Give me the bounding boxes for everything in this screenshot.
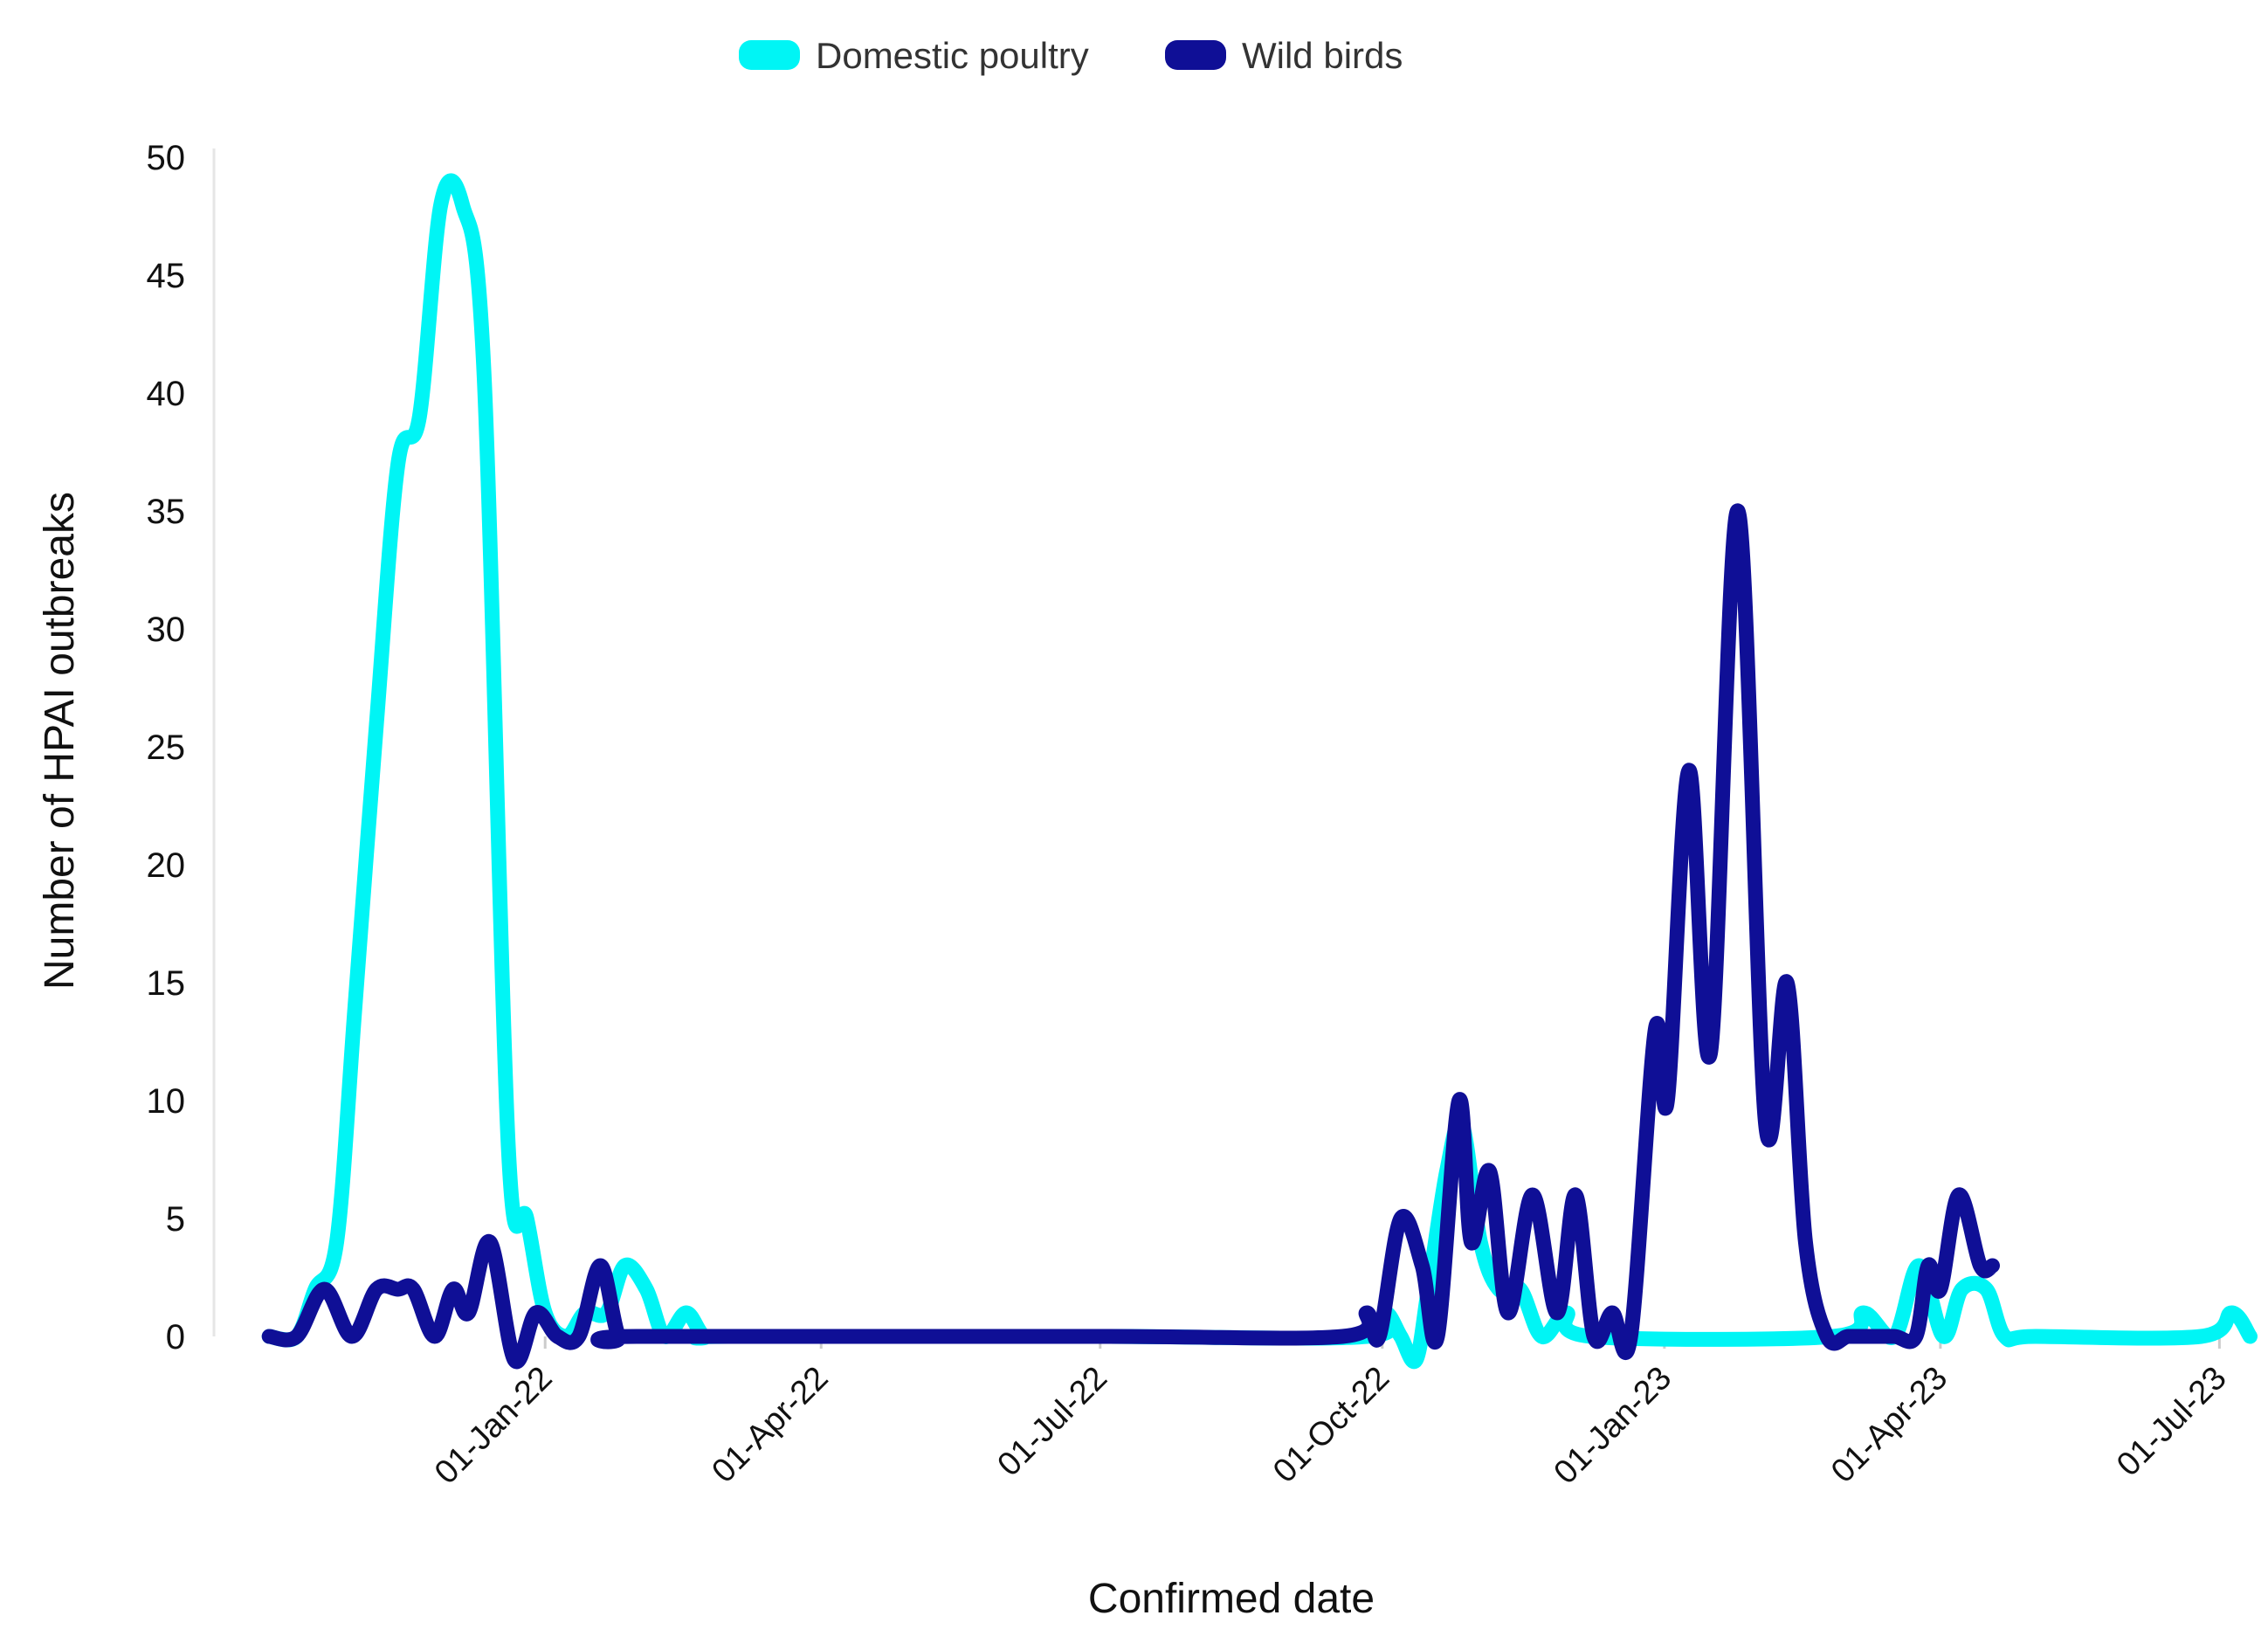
legend-label-domestic-poultry: Domestic poultry	[816, 35, 1089, 76]
x-tick-label: 01-Oct-22	[1266, 1360, 1396, 1490]
y-tick-label: 20	[147, 846, 186, 885]
x-tick-label: 01-Apr-23	[1824, 1360, 1954, 1490]
y-tick-label: 45	[147, 257, 186, 295]
x-tick-label: 01-Apr-22	[705, 1360, 835, 1490]
x-axis: 01-Jan-22 01-Apr-22 01-Jul-22 01-Oct-22 01-J…	[428, 1336, 2234, 1491]
y-tick-label: 30	[147, 611, 186, 649]
series-line-wild-birds	[261, 503, 2000, 1370]
y-tick-label: 40	[147, 375, 186, 413]
x-tick-label: 01-Jul-23	[2110, 1360, 2234, 1484]
x-axis-title: Confirmed date	[1088, 1576, 1375, 1622]
series-layer	[261, 173, 2258, 1370]
x-tick-label: 01-Jul-22	[990, 1360, 1114, 1484]
y-axis-title: Number of HPAI outbreaks	[37, 492, 83, 990]
legend-swatch-wild-birds	[1165, 40, 1226, 70]
y-tick-label: 10	[147, 1082, 186, 1121]
y-tick-label: 35	[147, 493, 186, 531]
y-tick-label: 25	[147, 728, 186, 767]
y-tick-label: 0	[166, 1318, 185, 1357]
y-tick-label: 5	[166, 1200, 185, 1239]
legend-swatch-domestic-poultry	[739, 40, 800, 70]
x-tick-label: 01-Jan-22	[428, 1360, 560, 1492]
series-line-domestic-poultry	[261, 173, 2258, 1370]
x-tick-label: 01-Jan-23	[1547, 1360, 1679, 1492]
y-tick-label: 50	[147, 139, 186, 177]
y-tick-label: 15	[147, 964, 186, 1003]
legend: Domestic poultry Wild birds	[739, 35, 1403, 76]
legend-label-wild-birds: Wild birds	[1242, 35, 1403, 76]
y-axis: 0 5 10 15 20 25 30 35 40 45 50	[147, 139, 216, 1357]
